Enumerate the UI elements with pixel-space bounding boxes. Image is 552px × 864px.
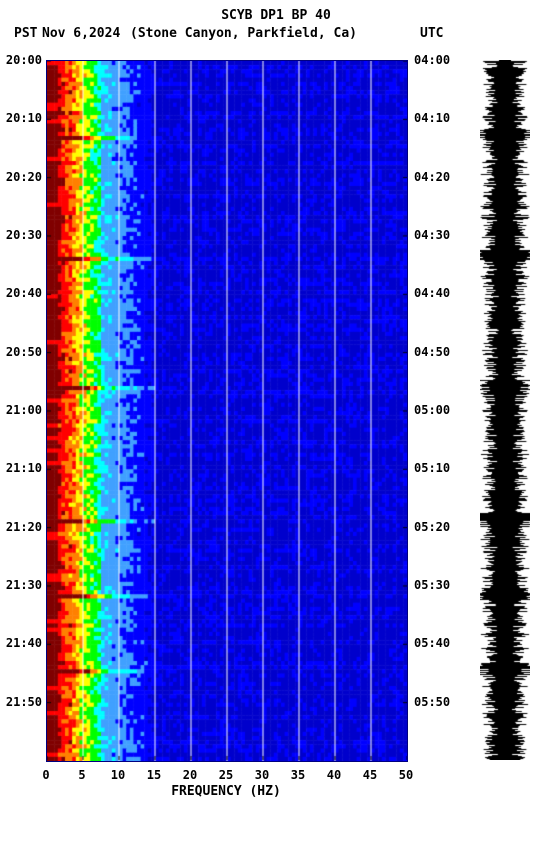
y-tick-left: 21:00: [2, 403, 42, 417]
x-tick: 20: [183, 768, 197, 782]
timezone-left-label: PST: [14, 26, 37, 41]
x-tick: 5: [78, 768, 85, 782]
chart-title: SCYB DP1 BP 40: [0, 8, 552, 23]
x-tick: 25: [219, 768, 233, 782]
y-tick-left: 21:40: [2, 636, 42, 650]
y-tick-left: 20:20: [2, 170, 42, 184]
y-tick-right: 04:10: [414, 111, 464, 125]
x-tick: 10: [111, 768, 125, 782]
x-axis-label: FREQUENCY (HZ): [46, 784, 406, 799]
y-tick-right: 04:00: [414, 53, 464, 67]
x-tick: 30: [255, 768, 269, 782]
y-tick-right: 04:30: [414, 228, 464, 242]
y-tick-right: 05:20: [414, 520, 464, 534]
y-tick-right: 05:00: [414, 403, 464, 417]
x-tick: 15: [147, 768, 161, 782]
y-tick-left: 20:30: [2, 228, 42, 242]
y-tick-left: 21:20: [2, 520, 42, 534]
y-tick-left: 20:00: [2, 53, 42, 67]
x-tick: 35: [291, 768, 305, 782]
x-tick: 45: [363, 768, 377, 782]
seismogram-trace: [480, 60, 530, 760]
y-tick-left: 21:10: [2, 461, 42, 475]
timezone-right-label: UTC: [420, 26, 443, 41]
y-tick-right: 04:20: [414, 170, 464, 184]
y-tick-left: 20:10: [2, 111, 42, 125]
date-label: Nov 6,2024: [42, 26, 120, 41]
y-tick-right: 05:10: [414, 461, 464, 475]
y-tick-right: 05:40: [414, 636, 464, 650]
y-tick-right: 04:50: [414, 345, 464, 359]
y-tick-right: 04:40: [414, 286, 464, 300]
x-tick: 50: [399, 768, 413, 782]
y-tick-left: 20:40: [2, 286, 42, 300]
station-label: (Stone Canyon, Parkfield, Ca): [130, 26, 357, 41]
y-tick-left: 21:30: [2, 578, 42, 592]
title-line1: SCYB DP1 BP 40: [0, 8, 552, 23]
spectrogram-plot: [46, 60, 408, 762]
x-tick: 0: [42, 768, 49, 782]
y-tick-left: 20:50: [2, 345, 42, 359]
spectrogram-canvas: [47, 61, 407, 761]
y-tick-right: 05:50: [414, 695, 464, 709]
seismogram-canvas: [480, 60, 530, 760]
y-tick-right: 05:30: [414, 578, 464, 592]
y-tick-left: 21:50: [2, 695, 42, 709]
x-tick: 40: [327, 768, 341, 782]
